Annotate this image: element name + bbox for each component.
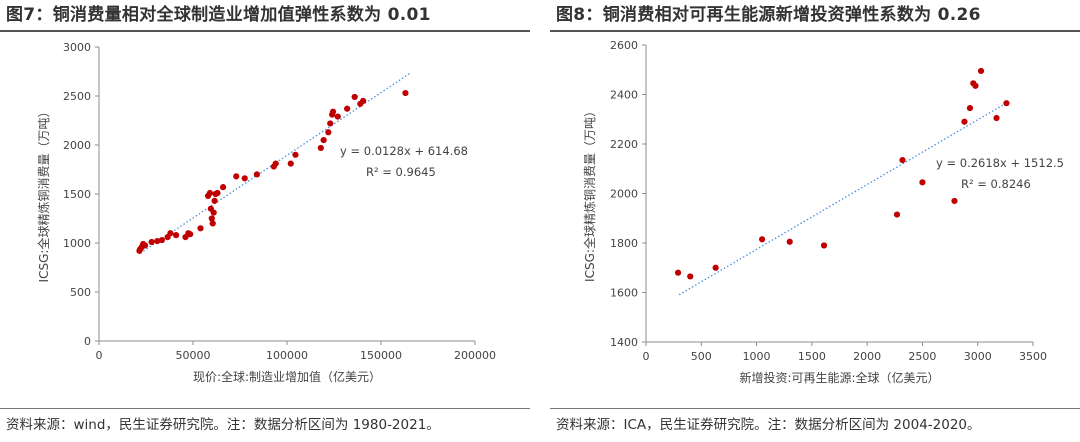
data-point: [759, 236, 766, 243]
data-point: [233, 173, 240, 180]
y-tick-label: 1800: [610, 237, 638, 250]
data-point: [172, 232, 180, 239]
data-point: [187, 231, 194, 238]
chart-panel-left: 图7：铜消费量相对全球制造业增加值弹性系数为 0.01 0 500 1000 1500…: [0, 0, 530, 442]
data-point: [977, 67, 985, 75]
scatter-chart-renewables: 1400 1600 1800 2000 2200 2400 2600 0 500 1000 1500…: [582, 39, 1064, 385]
y-tick-label: 2500: [63, 90, 91, 103]
x-tick-label: 1000: [743, 350, 771, 363]
data-point: [899, 156, 906, 164]
data-point: [219, 184, 227, 191]
data-point: [327, 120, 334, 127]
data-point: [287, 160, 294, 167]
y-tick-label: 1600: [610, 287, 638, 300]
data-point: [329, 108, 337, 115]
data-point: [687, 273, 694, 280]
trendline: [678, 101, 1008, 296]
data-point: [253, 171, 261, 178]
trendline-equation: y = 0.2618x + 1512.5: [936, 156, 1064, 170]
x-tick-label: 100000: [266, 349, 308, 362]
data-point: [334, 113, 341, 120]
y-tick-label: 3000: [63, 41, 91, 54]
data-point: [325, 129, 332, 136]
data-point: [402, 89, 409, 97]
data-point: [674, 269, 682, 276]
data-point: [292, 151, 299, 158]
data-point: [951, 197, 958, 205]
x-tick-label: 50000: [176, 349, 211, 362]
source-note: 资料来源：wind，民生证券研究院。注：数据分析区间为 1980-2021。: [6, 417, 440, 433]
data-point: [993, 114, 1000, 122]
chart-panel-right: 图8：铜消费相对可再生能源新增投资弹性系数为 0.26 1400 1600 1800…: [550, 0, 1080, 442]
y-tick-label: 1400: [610, 336, 638, 349]
data-point: [317, 144, 324, 152]
y-tick-label: 2000: [610, 188, 638, 201]
data-point: [167, 230, 174, 237]
data-point: [320, 137, 327, 144]
x-tick-label: 3500: [1019, 350, 1047, 363]
data-point: [786, 238, 793, 245]
data-point: [210, 209, 217, 216]
data-point: [1003, 100, 1010, 107]
x-tick-label: 500: [691, 350, 712, 363]
data-point: [961, 118, 968, 125]
title-divider: [0, 30, 530, 32]
data-point: [208, 215, 215, 222]
y-tick-label: 2400: [610, 89, 638, 102]
source-note: 资料来源：ICA，民生证券研究院。注：数据分析区间为 2004-2020。: [556, 417, 981, 433]
y-axis-title: ICSG:全球精炼铜消费量（万吨）: [582, 105, 597, 282]
trendline: [139, 71, 412, 254]
x-tick-label: 150000: [360, 349, 402, 362]
data-point: [148, 238, 155, 246]
r-squared-label: R² = 0.8246: [961, 177, 1031, 191]
data-point: [211, 197, 218, 204]
y-tick-label: 0: [84, 335, 91, 348]
chart-title: 图8：铜消费相对可再生能源新增投资弹性系数为 0.26: [556, 5, 981, 25]
y-tick-label: 1000: [63, 237, 91, 250]
data-point: [919, 179, 926, 186]
data-point: [820, 242, 828, 249]
x-tick-label: 3000: [964, 350, 992, 363]
y-tick-label: 2600: [610, 39, 638, 52]
x-tick-label: 1500: [798, 350, 826, 363]
y-axis-title: ICSG:全球精炼铜消费量（万吨）: [36, 106, 51, 283]
x-tick-label: 200000: [454, 349, 496, 362]
x-tick-label: 2500: [908, 350, 936, 363]
r-squared-label: R² = 0.9645: [366, 165, 436, 179]
data-point: [344, 105, 351, 112]
data-point: [966, 105, 974, 112]
y-tick-label: 1500: [63, 188, 91, 201]
source-divider: [550, 408, 1080, 409]
title-divider: [550, 30, 1080, 32]
data-point: [154, 237, 161, 245]
data-point: [214, 189, 221, 197]
data-point: [241, 175, 248, 182]
data-point: [893, 211, 901, 218]
trendline-equation: y = 0.0128x + 614.68: [340, 144, 468, 158]
data-point: [141, 242, 149, 249]
data-point: [360, 97, 367, 104]
data-point: [712, 264, 719, 271]
scatter-chart-manufacturing: 0 500 1000 1500 2000 2500 3000 0 50000 100000 1500…: [36, 41, 496, 384]
x-axis-title: 新增投资:可再生能源:全球（亿美元）: [739, 370, 939, 385]
y-tick-label: 2200: [610, 138, 638, 151]
source-divider: [0, 408, 530, 409]
data-point: [209, 220, 216, 227]
y-tick-label: 500: [70, 286, 91, 299]
data-point: [351, 93, 358, 101]
chart-title: 图7：铜消费量相对全球制造业增加值弹性系数为 0.01: [6, 5, 431, 25]
x-tick-label: 2000: [853, 350, 881, 363]
data-point: [206, 189, 214, 197]
y-tick-label: 2000: [63, 139, 91, 152]
x-axis-title: 现价:全球:制造业增加值（亿美元）: [193, 369, 381, 384]
data-point: [972, 82, 979, 89]
data-point: [158, 236, 166, 244]
data-point: [197, 225, 204, 232]
x-tick-label: 0: [643, 350, 650, 363]
data-point: [272, 160, 279, 167]
x-tick-label: 0: [96, 349, 103, 362]
